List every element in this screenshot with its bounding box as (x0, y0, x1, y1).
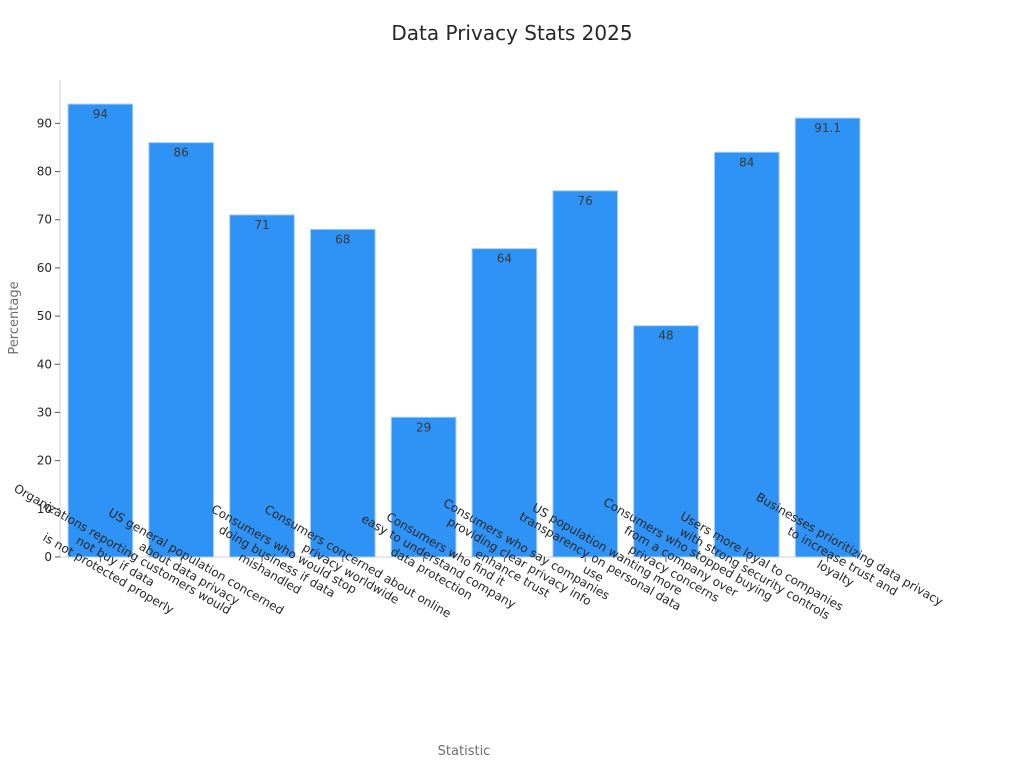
y-tick-label: 20 (37, 454, 52, 468)
bar (794, 117, 861, 558)
bar-value-label: 68 (335, 232, 350, 246)
bar-value-label: 76 (578, 194, 593, 208)
bar-value-label: 86 (174, 146, 189, 160)
y-tick-label: 40 (37, 357, 52, 371)
y-tick-label: 70 (37, 213, 52, 227)
x-axis-title: Statistic (438, 744, 491, 759)
y-tick-label: 10 (37, 502, 52, 516)
y-axis: 0 10 20 30 40 50 60 70 80 90 (37, 80, 61, 564)
y-tick-label: 30 (37, 405, 52, 419)
data-labels: 94 86 71 68 29 64 76 48 84 91.1 (93, 107, 841, 434)
bar (229, 214, 295, 558)
bar-value-label: 84 (739, 155, 754, 169)
y-tick-label: 0 (44, 550, 52, 564)
y-tick-label: 50 (37, 309, 52, 323)
bars (67, 103, 861, 558)
y-axis-title: Percentage (7, 281, 22, 354)
bar (471, 248, 538, 558)
bar-value-label: 48 (658, 329, 673, 343)
chart-title: Data Privacy Stats 2025 (391, 21, 632, 45)
bar-value-label: 94 (93, 107, 108, 121)
bar (390, 416, 457, 558)
bar (67, 103, 134, 558)
y-tick-label: 80 (37, 165, 52, 179)
bar (552, 190, 619, 558)
bar (148, 142, 215, 558)
bar-value-label: 64 (497, 252, 512, 266)
bar (633, 325, 699, 558)
y-tick-label: 90 (37, 116, 52, 130)
bar-value-label: 29 (416, 420, 431, 434)
bar-value-label: 71 (254, 218, 269, 232)
bar-value-label: 91.1 (814, 121, 841, 135)
y-tick-label: 60 (37, 261, 52, 275)
bar (713, 151, 780, 558)
bar (309, 228, 376, 558)
